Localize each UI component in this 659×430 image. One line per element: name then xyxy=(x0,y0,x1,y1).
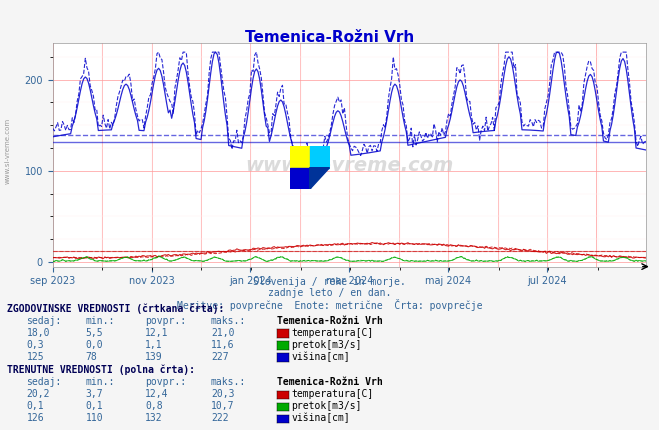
Text: 227: 227 xyxy=(211,352,229,362)
Text: 126: 126 xyxy=(26,413,44,423)
Text: 139: 139 xyxy=(145,352,163,362)
Text: sedaj:: sedaj: xyxy=(26,316,61,326)
Text: 0,8: 0,8 xyxy=(145,401,163,411)
Text: 3,7: 3,7 xyxy=(86,389,103,399)
Text: 10,7: 10,7 xyxy=(211,401,235,411)
Text: Temenica-Rožni Vrh: Temenica-Rožni Vrh xyxy=(277,316,382,326)
Text: 12,4: 12,4 xyxy=(145,389,169,399)
Text: 20,3: 20,3 xyxy=(211,389,235,399)
Text: povpr.:: povpr.: xyxy=(145,377,186,387)
Text: 0,1: 0,1 xyxy=(86,401,103,411)
Text: 1,1: 1,1 xyxy=(145,340,163,350)
Text: ZGODOVINSKE VREDNOSTI (črtkana črta):: ZGODOVINSKE VREDNOSTI (črtkana črta): xyxy=(7,303,224,314)
Bar xyxy=(290,146,310,168)
Text: temperatura[C]: temperatura[C] xyxy=(291,328,374,338)
Text: Slovenija / reke in morje.: Slovenija / reke in morje. xyxy=(253,277,406,287)
Text: min.:: min.: xyxy=(86,377,115,387)
Text: 5,5: 5,5 xyxy=(86,328,103,338)
Text: 0,3: 0,3 xyxy=(26,340,44,350)
Text: Temenica-Rožni Vrh: Temenica-Rožni Vrh xyxy=(277,377,382,387)
Text: temperatura[C]: temperatura[C] xyxy=(291,389,374,399)
Bar xyxy=(310,146,330,168)
Text: Meritve: povprečne  Enote: metrične  Črta: povprečje: Meritve: povprečne Enote: metrične Črta:… xyxy=(177,299,482,311)
Text: 20,2: 20,2 xyxy=(26,389,50,399)
Text: 222: 222 xyxy=(211,413,229,423)
Bar xyxy=(290,168,310,189)
Text: 125: 125 xyxy=(26,352,44,362)
Text: 132: 132 xyxy=(145,413,163,423)
Text: www.si-vreme.com: www.si-vreme.com xyxy=(5,117,11,184)
Text: maks.:: maks.: xyxy=(211,316,246,326)
Text: 0,0: 0,0 xyxy=(86,340,103,350)
Text: www.si-vreme.com: www.si-vreme.com xyxy=(245,157,453,175)
Text: 0,1: 0,1 xyxy=(26,401,44,411)
Text: povpr.:: povpr.: xyxy=(145,316,186,326)
Text: Temenica-Rožni Vrh: Temenica-Rožni Vrh xyxy=(245,30,414,45)
Text: sedaj:: sedaj: xyxy=(26,377,61,387)
Text: 78: 78 xyxy=(86,352,98,362)
Text: 12,1: 12,1 xyxy=(145,328,169,338)
Text: min.:: min.: xyxy=(86,316,115,326)
Text: pretok[m3/s]: pretok[m3/s] xyxy=(291,340,362,350)
Text: pretok[m3/s]: pretok[m3/s] xyxy=(291,401,362,411)
Text: 21,0: 21,0 xyxy=(211,328,235,338)
Polygon shape xyxy=(310,168,330,189)
Text: 11,6: 11,6 xyxy=(211,340,235,350)
Text: 18,0: 18,0 xyxy=(26,328,50,338)
Text: višina[cm]: višina[cm] xyxy=(291,413,350,423)
Text: zadnje leto / en dan.: zadnje leto / en dan. xyxy=(268,288,391,298)
Text: 110: 110 xyxy=(86,413,103,423)
Text: maks.:: maks.: xyxy=(211,377,246,387)
Text: višina[cm]: višina[cm] xyxy=(291,351,350,362)
Text: TRENUTNE VREDNOSTI (polna črta):: TRENUTNE VREDNOSTI (polna črta): xyxy=(7,365,194,375)
